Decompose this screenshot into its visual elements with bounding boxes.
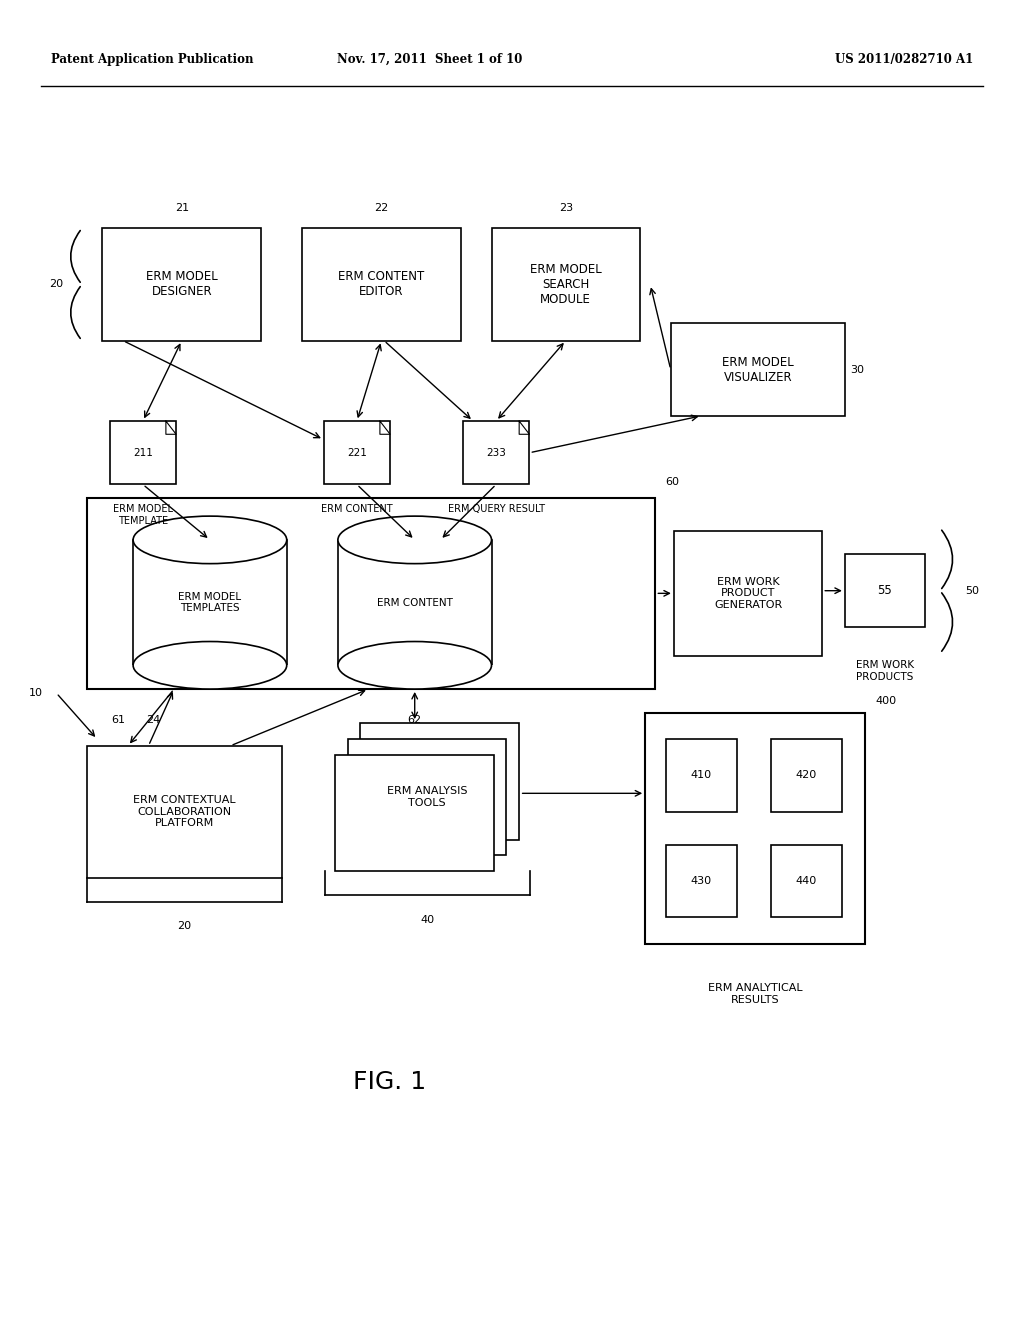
Text: 430: 430 bbox=[691, 876, 712, 886]
FancyBboxPatch shape bbox=[110, 421, 176, 484]
Ellipse shape bbox=[338, 516, 492, 564]
Text: 50: 50 bbox=[966, 586, 980, 595]
Text: ERM CONTENT
EDITOR: ERM CONTENT EDITOR bbox=[338, 271, 425, 298]
Text: 233: 233 bbox=[486, 447, 506, 458]
Text: 211: 211 bbox=[133, 447, 153, 458]
Text: ERM CONTEXTUAL
COLLABORATION
PLATFORM: ERM CONTEXTUAL COLLABORATION PLATFORM bbox=[133, 795, 236, 829]
Text: 30: 30 bbox=[850, 364, 864, 375]
FancyBboxPatch shape bbox=[360, 723, 519, 840]
FancyBboxPatch shape bbox=[666, 739, 737, 812]
FancyBboxPatch shape bbox=[336, 755, 495, 871]
Text: ERM MODEL
TEMPLATES: ERM MODEL TEMPLATES bbox=[178, 591, 242, 614]
FancyBboxPatch shape bbox=[845, 554, 925, 627]
Text: ERM MODEL
DESIGNER: ERM MODEL DESIGNER bbox=[145, 271, 218, 298]
Text: 55: 55 bbox=[878, 585, 892, 597]
Text: US 2011/0282710 A1: US 2011/0282710 A1 bbox=[835, 53, 973, 66]
Text: 62: 62 bbox=[408, 715, 422, 726]
Text: ERM CONTENT: ERM CONTENT bbox=[377, 598, 453, 607]
Ellipse shape bbox=[133, 516, 287, 564]
FancyBboxPatch shape bbox=[771, 739, 842, 812]
Text: 40: 40 bbox=[421, 915, 434, 925]
Polygon shape bbox=[338, 540, 492, 665]
Text: 24: 24 bbox=[146, 715, 161, 726]
Text: 420: 420 bbox=[796, 771, 817, 780]
FancyBboxPatch shape bbox=[87, 746, 282, 878]
Text: 60: 60 bbox=[666, 477, 680, 487]
FancyBboxPatch shape bbox=[324, 421, 390, 484]
Text: 20: 20 bbox=[49, 280, 63, 289]
Text: ERM CONTENT: ERM CONTENT bbox=[322, 504, 392, 515]
Text: 10: 10 bbox=[29, 688, 43, 698]
Text: 410: 410 bbox=[691, 771, 712, 780]
FancyBboxPatch shape bbox=[87, 498, 655, 689]
Ellipse shape bbox=[338, 642, 492, 689]
FancyBboxPatch shape bbox=[492, 228, 640, 341]
Text: ERM MODEL
TEMPLATE: ERM MODEL TEMPLATE bbox=[113, 504, 173, 525]
Text: ERM MODEL
VISUALIZER: ERM MODEL VISUALIZER bbox=[722, 355, 794, 384]
Text: 21: 21 bbox=[175, 202, 188, 213]
FancyBboxPatch shape bbox=[666, 845, 737, 917]
FancyBboxPatch shape bbox=[671, 323, 845, 416]
Text: ERM WORK
PRODUCT
GENERATOR: ERM WORK PRODUCT GENERATOR bbox=[714, 577, 782, 610]
Text: 221: 221 bbox=[347, 447, 367, 458]
Text: 23: 23 bbox=[559, 202, 572, 213]
Polygon shape bbox=[133, 540, 287, 665]
Text: ERM ANALYTICAL
RESULTS: ERM ANALYTICAL RESULTS bbox=[708, 983, 803, 1005]
Text: ERM ANALYSIS
TOOLS: ERM ANALYSIS TOOLS bbox=[387, 787, 467, 808]
Text: ERM WORK
PRODUCTS: ERM WORK PRODUCTS bbox=[856, 660, 913, 681]
Text: Nov. 17, 2011  Sheet 1 of 10: Nov. 17, 2011 Sheet 1 of 10 bbox=[337, 53, 523, 66]
Text: 22: 22 bbox=[375, 202, 388, 213]
FancyBboxPatch shape bbox=[463, 421, 529, 484]
FancyBboxPatch shape bbox=[348, 739, 507, 855]
Text: 400: 400 bbox=[876, 696, 897, 706]
Text: 61: 61 bbox=[111, 715, 125, 726]
Text: Patent Application Publication: Patent Application Publication bbox=[51, 53, 254, 66]
Text: FIG. 1: FIG. 1 bbox=[352, 1071, 426, 1094]
Text: 20: 20 bbox=[177, 921, 191, 932]
FancyBboxPatch shape bbox=[771, 845, 842, 917]
FancyBboxPatch shape bbox=[302, 228, 461, 341]
FancyBboxPatch shape bbox=[645, 713, 865, 944]
Text: ERM QUERY RESULT: ERM QUERY RESULT bbox=[447, 504, 545, 515]
FancyBboxPatch shape bbox=[102, 228, 261, 341]
Ellipse shape bbox=[133, 642, 287, 689]
Text: ERM MODEL
SEARCH
MODULE: ERM MODEL SEARCH MODULE bbox=[529, 263, 602, 306]
Text: 440: 440 bbox=[796, 876, 817, 886]
FancyBboxPatch shape bbox=[674, 531, 822, 656]
